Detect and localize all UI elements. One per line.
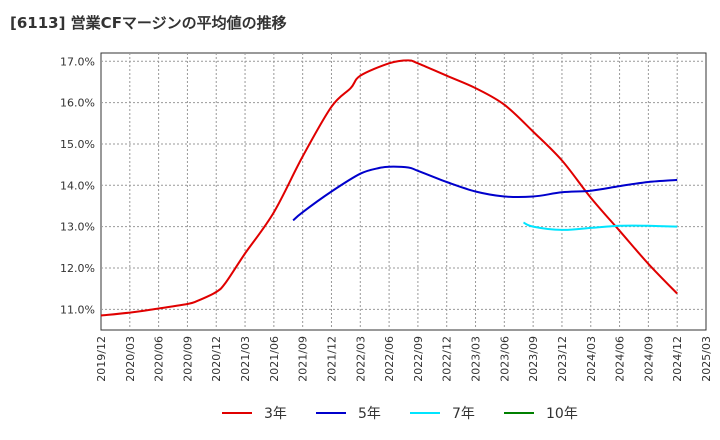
x-tick-label: 2020/03 — [124, 336, 137, 382]
legend-label: 10年 — [546, 406, 578, 422]
legend-item: 5年 — [316, 406, 381, 422]
y-tick-label: 12.0% — [60, 262, 95, 275]
x-tick-label: 2022/03 — [354, 336, 367, 382]
x-tick-label: 2025/03 — [700, 336, 713, 382]
x-tick-label: 2023/09 — [527, 336, 540, 382]
grid-layer — [101, 53, 706, 330]
legend-label: 7年 — [452, 406, 475, 422]
y-tick-label: 17.0% — [60, 55, 95, 68]
legend-item: 10年 — [504, 406, 578, 422]
x-tick-label: 2022/12 — [441, 336, 454, 382]
x-tick-label: 2023/03 — [470, 336, 483, 382]
x-tick-label: 2021/06 — [268, 336, 281, 382]
series-line-7年 — [523, 221, 678, 231]
plot-area — [100, 52, 707, 331]
x-tick-label: 2021/12 — [325, 336, 338, 382]
x-tick-label: 2023/12 — [556, 336, 569, 382]
x-tick-label: 2019/12 — [95, 336, 108, 382]
x-tick-label: 2024/03 — [585, 336, 598, 382]
legend: 3年 5年 7年 10年 — [222, 406, 578, 422]
x-tick-label: 2023/06 — [498, 336, 511, 382]
y-axis-ticks: 11.0% 12.0% 13.0% 14.0% 15.0% 16.0% 17.0% — [60, 55, 95, 316]
legend-label: 5年 — [358, 406, 381, 422]
y-tick-label: 13.0% — [60, 221, 95, 234]
x-tick-label: 2021/09 — [297, 336, 310, 382]
y-tick-label: 11.0% — [60, 303, 95, 316]
y-tick-label: 14.0% — [60, 179, 95, 192]
series-line-5年 — [292, 165, 678, 222]
chart-title: [6113] 営業CFマージンの平均値の推移 — [10, 14, 287, 32]
x-tick-label: 2022/09 — [412, 336, 425, 382]
legend-item: 3年 — [222, 406, 287, 422]
x-tick-label: 2024/12 — [671, 336, 684, 382]
series-layer — [100, 59, 678, 317]
x-tick-label: 2020/09 — [181, 336, 194, 382]
x-tick-label: 2021/03 — [239, 336, 252, 382]
x-tick-label: 2024/09 — [642, 336, 655, 382]
x-tick-label: 2020/06 — [153, 336, 166, 382]
x-tick-label: 2024/06 — [614, 336, 627, 382]
legend-label: 3年 — [264, 406, 287, 422]
x-tick-label: 2022/06 — [383, 336, 396, 382]
legend-item: 7年 — [410, 406, 475, 422]
y-tick-label: 16.0% — [60, 97, 95, 110]
x-axis-ticks: 2019/12 2020/03 2020/06 2020/09 2020/12 2021/… — [95, 336, 713, 382]
y-tick-label: 15.0% — [60, 138, 95, 151]
series-line-3年 — [100, 59, 678, 317]
x-tick-label: 2020/12 — [210, 336, 223, 382]
